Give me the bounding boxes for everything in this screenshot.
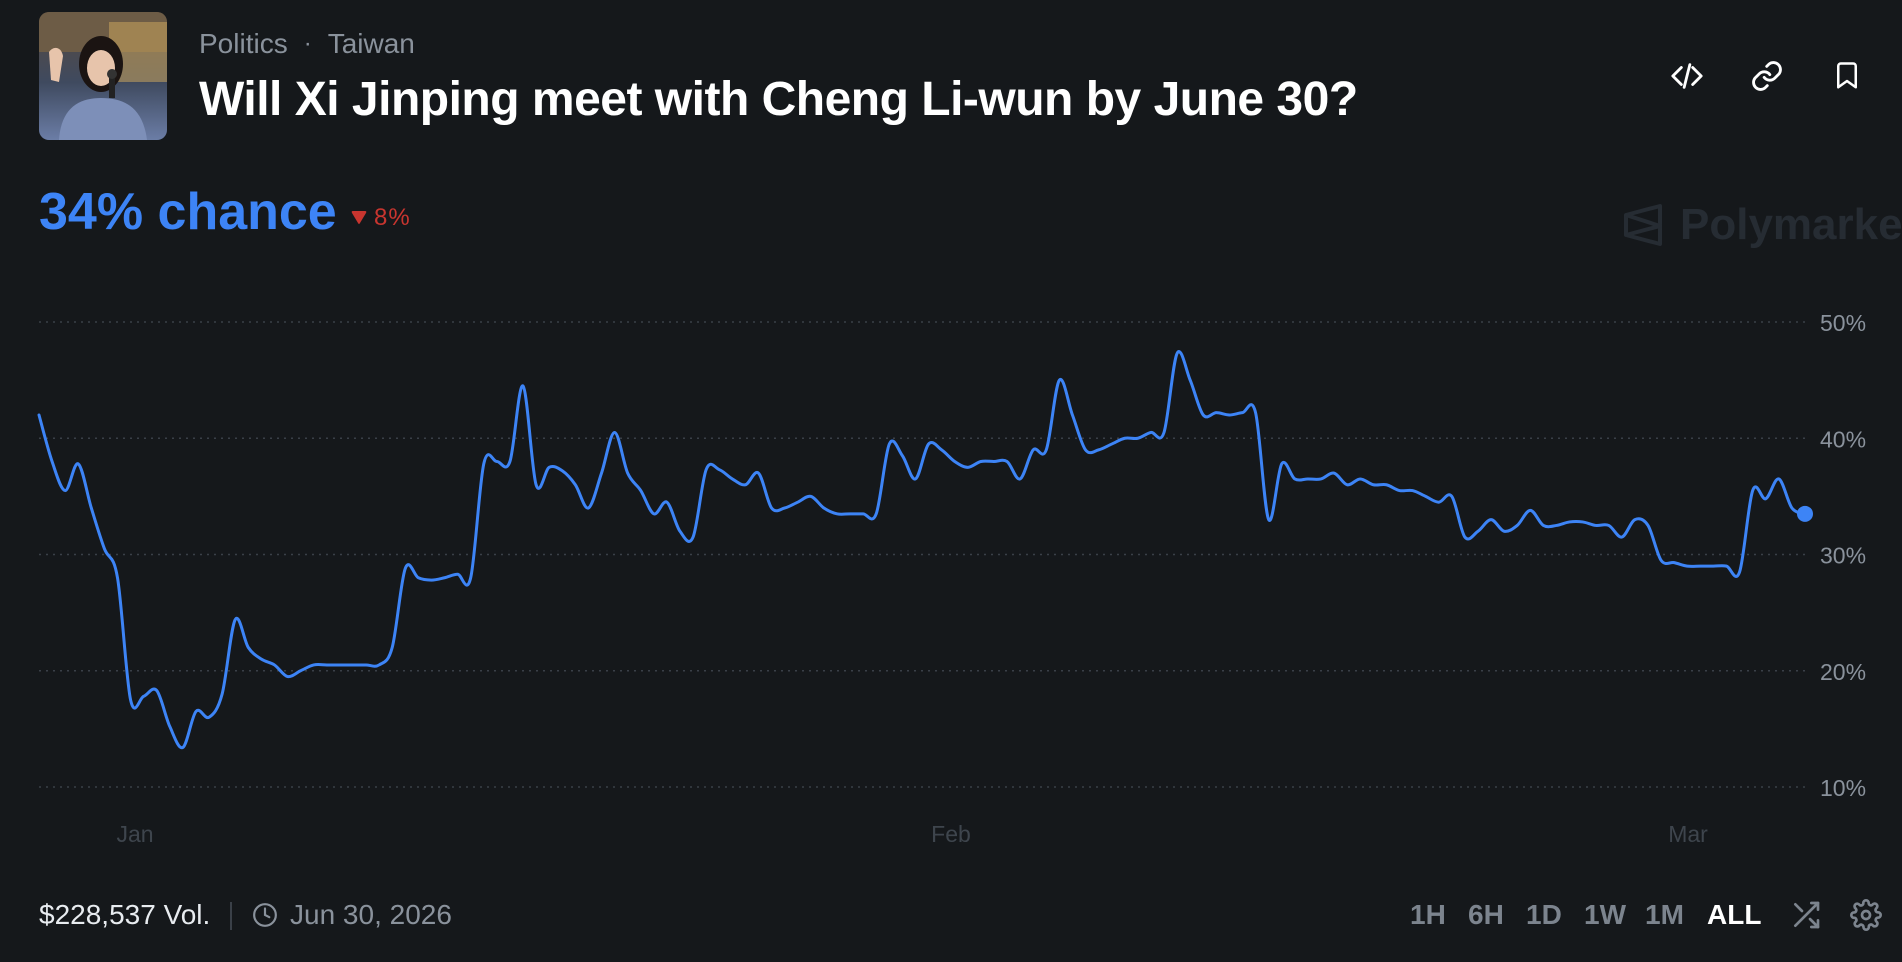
range-1d[interactable]: 1D xyxy=(1526,899,1562,930)
x-tick-label: Jan xyxy=(116,821,153,847)
shuffle-icon xyxy=(1794,901,1820,929)
time-range-selector: 1H 6H 1D 1W 1M ALL xyxy=(1400,899,1762,933)
gear-icon xyxy=(1850,899,1882,931)
link-icon xyxy=(1752,61,1782,91)
breadcrumb-taiwan[interactable]: Taiwan xyxy=(327,28,415,59)
y-tick-label: 50% xyxy=(1820,310,1866,336)
shuffle-button[interactable] xyxy=(1786,895,1826,935)
chance-line xyxy=(37,350,1807,750)
polymarket-logo-icon xyxy=(1624,204,1662,246)
current-point[interactable] xyxy=(1797,505,1813,522)
footer-divider xyxy=(230,902,232,930)
y-tick-label: 40% xyxy=(1820,426,1866,452)
market-thumbnail xyxy=(39,12,167,140)
change-badge: 8% xyxy=(350,204,411,232)
market-title: Will Xi Jinping meet with Cheng Li-wun b… xyxy=(199,73,1358,126)
y-tick-label: 10% xyxy=(1820,775,1866,801)
portrait-image xyxy=(39,12,167,140)
range-1m[interactable]: 1M xyxy=(1645,899,1684,930)
copy-link-button[interactable] xyxy=(1747,56,1787,96)
code-icon xyxy=(1671,63,1703,89)
embed-button[interactable] xyxy=(1667,56,1707,96)
triangle-down-icon xyxy=(351,211,367,224)
end-date: Jun 30, 2026 xyxy=(252,899,452,931)
range-1h[interactable]: 1H xyxy=(1410,899,1446,930)
breadcrumb-politics[interactable]: Politics xyxy=(199,28,288,59)
breadcrumb-separator: · xyxy=(303,30,312,57)
range-1w[interactable]: 1W xyxy=(1584,899,1626,930)
volume-text: $228,537 Vol. xyxy=(39,899,211,930)
end-date-text: Jun 30, 2026 xyxy=(290,899,452,930)
bookmark-icon xyxy=(1837,62,1857,89)
polymarket-watermark: Polymarket xyxy=(1622,200,1902,250)
price-chart[interactable]: 50% 40% 30% 20% 10% Jan Feb Mar xyxy=(0,290,1902,850)
y-tick-label: 30% xyxy=(1820,543,1866,569)
bookmark-button[interactable] xyxy=(1827,56,1867,96)
range-all[interactable]: ALL xyxy=(1707,899,1762,930)
brand-name: Polymarket xyxy=(1680,200,1902,249)
change-value: 8% xyxy=(374,204,411,231)
settings-button[interactable] xyxy=(1846,895,1886,935)
breadcrumb: Politics · Taiwan xyxy=(199,28,415,60)
x-tick-label: Mar xyxy=(1668,821,1708,847)
chance-value: 34% chance xyxy=(39,183,337,241)
range-6h[interactable]: 6H xyxy=(1468,899,1504,930)
clock-icon xyxy=(253,903,277,927)
y-tick-label: 20% xyxy=(1820,659,1866,685)
x-tick-label: Feb xyxy=(931,821,971,847)
